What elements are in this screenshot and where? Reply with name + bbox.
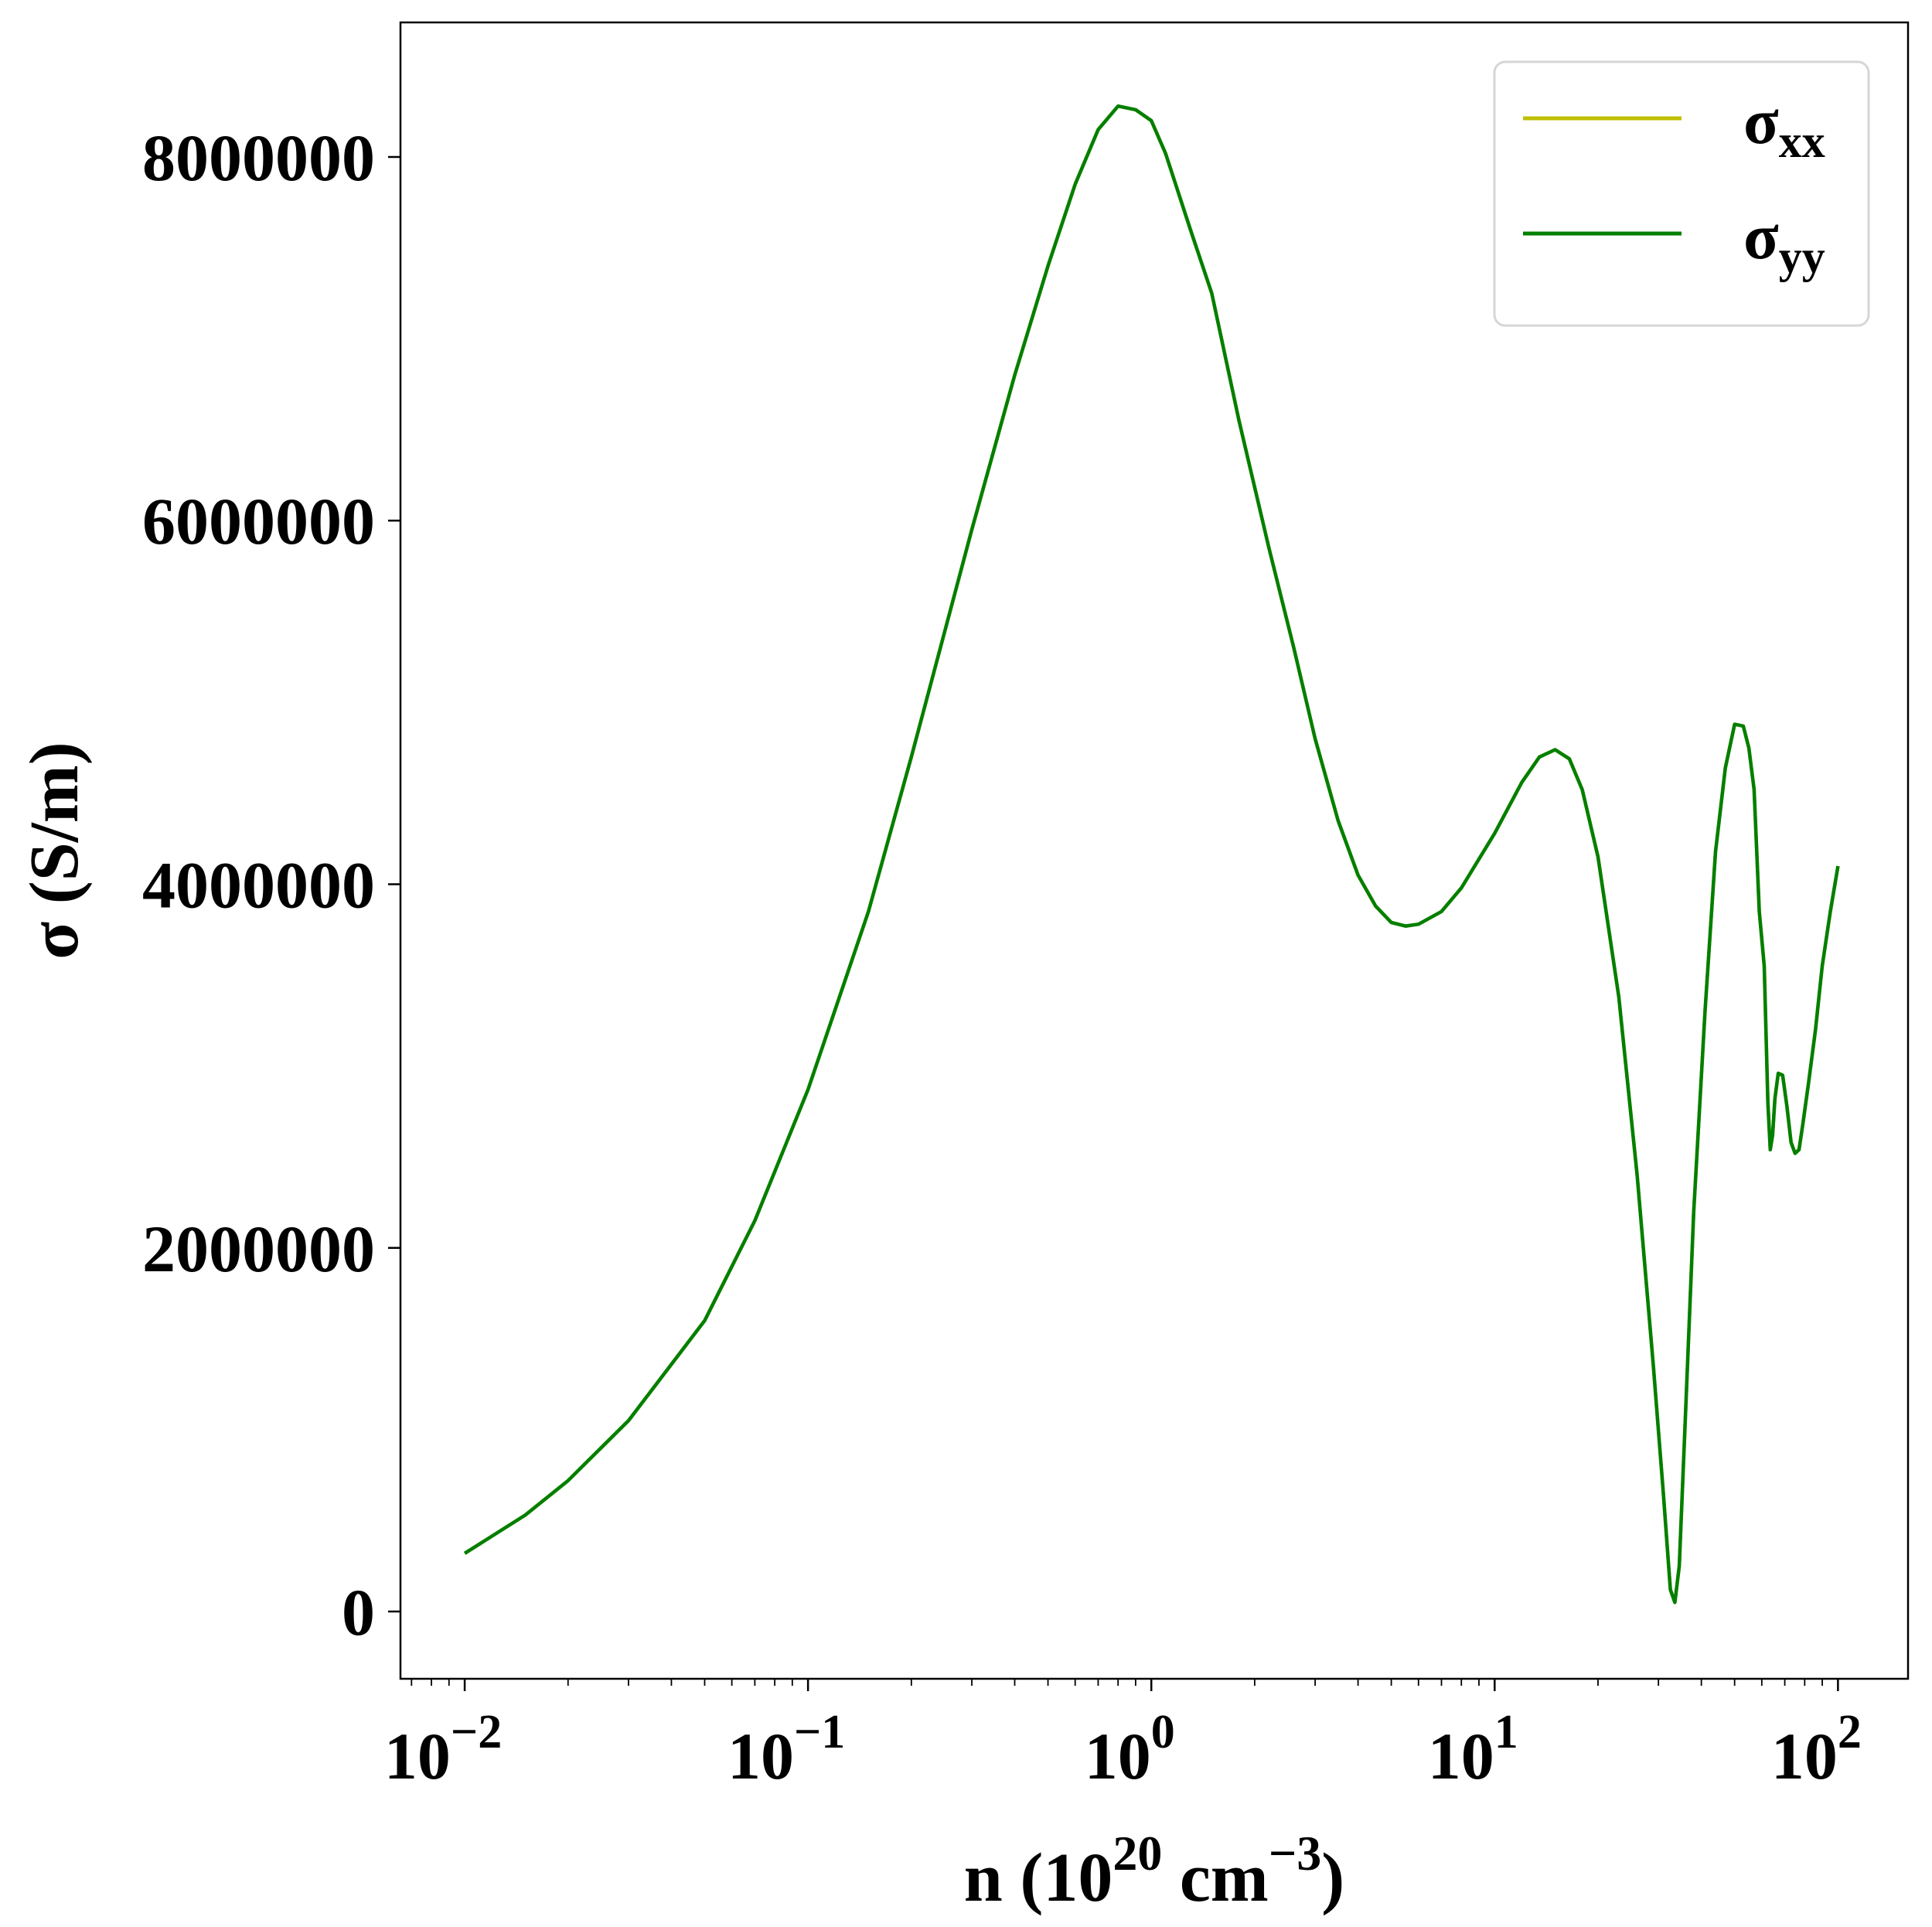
- y-tick-label: 8000000: [142, 121, 375, 195]
- axes-frame: [399, 21, 1910, 1680]
- legend-box: [1493, 60, 1870, 327]
- x-tick-label: 102: [1771, 1706, 1862, 1793]
- y-axis-title: σ (S/m): [16, 742, 93, 959]
- x-axis: 10−2 10−1 100 101 102: [384, 1679, 1862, 1793]
- y-tick-label: 2000000: [142, 1212, 375, 1286]
- y-axis: 0 2000000 4000000 6000000 8000000: [142, 121, 400, 1649]
- legend-label-sigma-yy: σyy: [1743, 201, 1825, 282]
- x-axis-title: n (1020 cm−3): [964, 1826, 1344, 1916]
- legend-label-sigma-xx: σxx: [1743, 86, 1825, 167]
- plot-area: [463, 104, 1840, 1605]
- x-tick-label: 10−1: [727, 1706, 845, 1793]
- y-tick-label: 0: [342, 1575, 375, 1649]
- legend: σxx σyy: [1493, 60, 1870, 327]
- y-tick-label: 6000000: [142, 484, 375, 558]
- series-line-yy: [463, 104, 1840, 1605]
- x-tick-label: 100: [1085, 1706, 1175, 1793]
- x-tick-label: 101: [1428, 1706, 1518, 1793]
- y-tick-label: 4000000: [142, 848, 375, 922]
- x-tick-label: 10−2: [384, 1706, 502, 1793]
